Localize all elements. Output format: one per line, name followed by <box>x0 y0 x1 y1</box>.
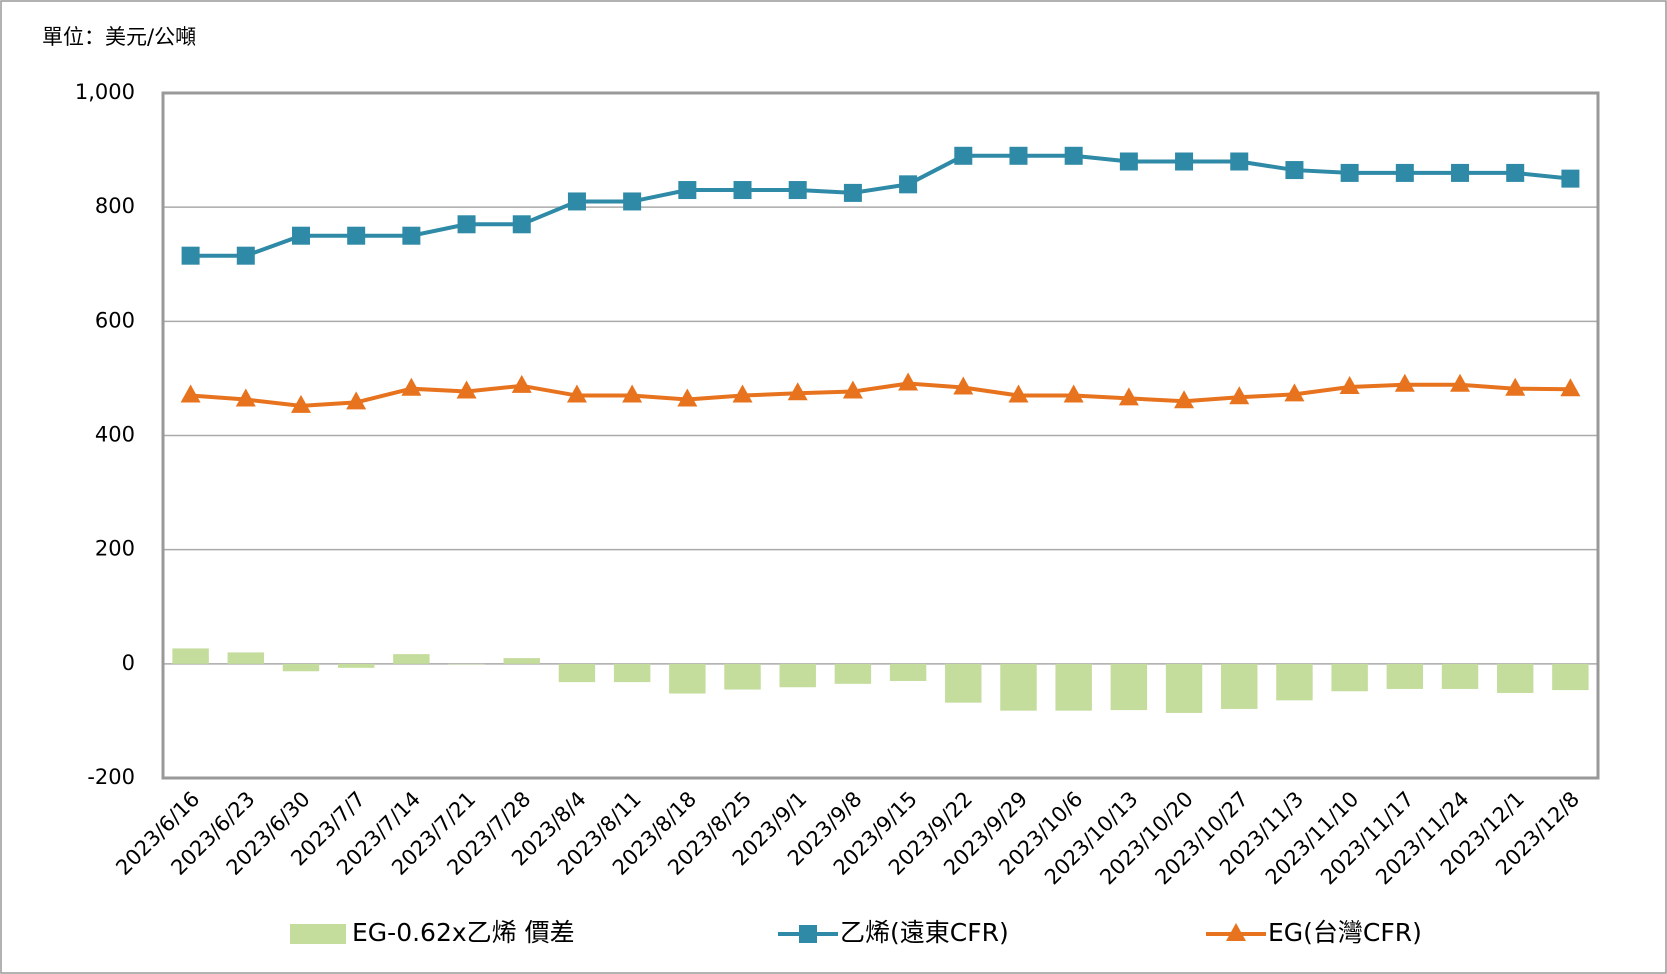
line-marker <box>291 226 310 245</box>
line-marker <box>1229 386 1250 405</box>
line-marker <box>1174 390 1195 409</box>
y-tick-label: 0 <box>122 651 135 675</box>
y-tick-label: -200 <box>87 765 135 789</box>
unit-label: 單位：美元/公噸 <box>42 25 196 49</box>
line-marker <box>346 391 367 410</box>
line-marker <box>1340 163 1359 182</box>
bar <box>1110 663 1148 711</box>
line-marker <box>1394 373 1415 392</box>
line-marker <box>788 181 807 200</box>
line-marker <box>899 175 918 194</box>
line-marker <box>1560 378 1581 397</box>
line-marker <box>1284 383 1305 402</box>
line-marker <box>1451 163 1470 182</box>
line-marker <box>1505 377 1526 396</box>
line-marker <box>1230 152 1249 171</box>
line-marker <box>678 181 697 200</box>
bar <box>1276 663 1313 701</box>
line-marker <box>622 384 643 403</box>
legend-label: EG(台灣CFR) <box>1268 918 1422 947</box>
line-marker <box>733 181 752 200</box>
bar <box>613 663 651 683</box>
bar <box>669 663 706 694</box>
line-marker <box>512 215 531 234</box>
line-marker <box>954 146 973 165</box>
y-tick-label: 1,000 <box>75 80 135 104</box>
line-marker <box>1339 375 1360 394</box>
line-marker <box>1285 161 1304 180</box>
line-marker <box>1009 146 1028 165</box>
bar <box>1496 663 1534 693</box>
bar <box>834 663 872 684</box>
line-marker <box>236 246 255 265</box>
y-tick-label: 200 <box>95 537 135 561</box>
series-line <box>190 153 1571 258</box>
series-line <box>190 381 1571 408</box>
line-marker <box>566 384 587 403</box>
bar <box>1165 663 1203 713</box>
line-marker <box>1063 384 1084 403</box>
line-marker <box>1118 387 1139 406</box>
y-tick-label: 800 <box>95 194 135 218</box>
bar <box>558 663 596 683</box>
line-marker <box>456 380 477 399</box>
line-marker <box>1450 373 1471 392</box>
line-marker <box>623 192 642 211</box>
legend-marker <box>1226 923 1246 941</box>
line-marker <box>1008 384 1029 403</box>
line-marker <box>1064 146 1083 165</box>
line-marker <box>843 183 862 202</box>
line-marker <box>290 394 311 413</box>
bar <box>1055 663 1092 711</box>
legend-label: EG-0.62x乙烯 價差 <box>352 918 575 947</box>
bar <box>282 663 320 672</box>
bar <box>1331 663 1368 692</box>
line-marker <box>347 226 366 245</box>
line-marker <box>732 384 753 403</box>
y-tick-label: 400 <box>95 423 135 447</box>
bar <box>337 663 375 668</box>
line-marker <box>1506 163 1525 182</box>
line-marker <box>567 192 586 211</box>
bar <box>448 663 485 665</box>
bar <box>172 648 209 664</box>
line-marker <box>402 226 421 245</box>
line-marker <box>180 384 201 403</box>
bar <box>1000 663 1037 711</box>
line-marker <box>235 388 256 407</box>
bar <box>503 658 540 664</box>
line-marker <box>1119 152 1138 171</box>
line-marker <box>457 215 476 234</box>
bar <box>889 663 927 681</box>
legend-swatch <box>290 924 346 944</box>
y-tick-label: 600 <box>95 308 135 332</box>
plot-border <box>161 91 1600 780</box>
bar <box>393 654 430 664</box>
bar <box>1386 663 1424 689</box>
line-marker <box>401 377 422 396</box>
line-marker <box>1395 163 1414 182</box>
bar <box>724 663 761 690</box>
line-marker <box>898 372 919 391</box>
line-marker <box>677 388 698 407</box>
line-marker <box>1561 169 1580 188</box>
legend-marker <box>799 925 817 943</box>
line-marker <box>842 380 863 399</box>
legend-label: 乙烯(遠東CFR) <box>840 918 1009 947</box>
bar <box>779 663 816 688</box>
line-marker <box>181 246 200 265</box>
line-marker <box>511 374 532 393</box>
line-marker <box>1175 152 1194 171</box>
bar <box>227 652 265 664</box>
line-marker <box>953 376 974 395</box>
bar <box>1552 663 1589 691</box>
bar <box>1221 663 1258 709</box>
bar <box>1441 663 1479 689</box>
bar <box>945 663 982 703</box>
line-marker <box>787 382 808 401</box>
